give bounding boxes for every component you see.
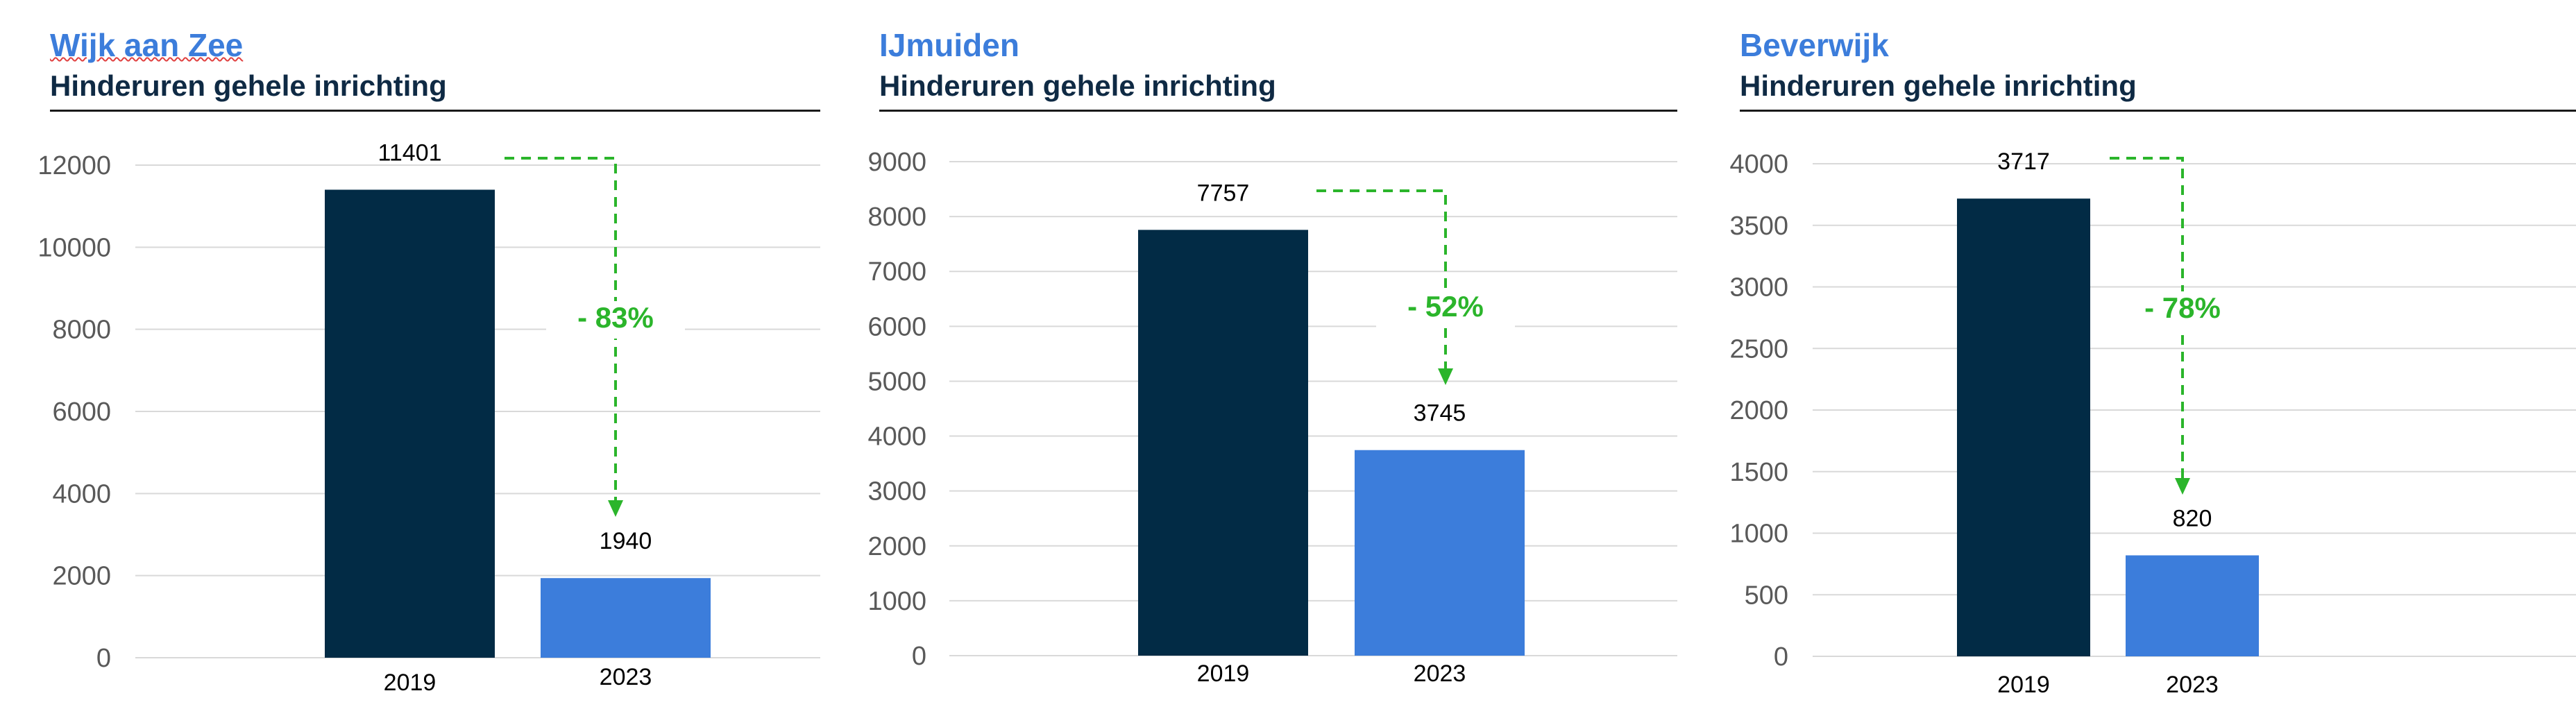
y-tick-label: 4000	[867, 423, 926, 452]
y-tick-label: 2000	[867, 532, 926, 561]
change-label: - 52%	[1407, 290, 1484, 323]
y-tick-label: 8000	[52, 316, 111, 345]
data-label: 3745	[1414, 400, 1466, 427]
change-label: - 83%	[577, 301, 654, 334]
y-tick-label: 6000	[867, 312, 926, 341]
chart-title: Wijk aan Zee	[50, 26, 243, 64]
change-arrow	[505, 157, 617, 502]
x-tick-label: 2023	[1414, 660, 1466, 687]
chart-title: IJmuiden	[879, 27, 1019, 63]
y-tick-label: 1000	[867, 587, 926, 616]
y-tick-label: 3000	[1729, 273, 1788, 302]
y-tick-label: 5000	[867, 367, 926, 396]
bar-2023	[541, 578, 711, 658]
y-tick-label: 10000	[37, 233, 111, 262]
y-tick-label: 0	[912, 642, 926, 671]
y-tick-label: 0	[1774, 642, 1788, 672]
y-tick-label: 2000	[52, 562, 111, 591]
x-tick-label: 2023	[2166, 672, 2219, 698]
chart-subtitle: Hinderuren gehele inrichting	[1740, 69, 2137, 102]
bar-2023	[1355, 450, 1525, 656]
bar-2019	[325, 189, 495, 658]
chart-title: Beverwijk	[1740, 27, 1889, 63]
y-tick-label: 4000	[1729, 150, 1788, 179]
y-tick-label: 500	[1745, 581, 1788, 610]
y-tick-label: 2500	[1729, 334, 1788, 364]
arrowhead-icon	[2175, 478, 2190, 495]
change-label: - 78%	[2144, 291, 2221, 324]
y-tick-label: 0	[96, 644, 111, 673]
y-tick-label: 9000	[867, 148, 926, 177]
y-tick-label: 8000	[867, 203, 926, 232]
y-tick-label: 7000	[867, 257, 926, 287]
change-arrow	[1316, 189, 1447, 370]
x-tick-label: 2023	[600, 664, 652, 690]
data-label: 7757	[1197, 180, 1250, 206]
change-label-bg	[546, 301, 685, 339]
title-underline	[1740, 110, 2576, 112]
x-tick-label: 2019	[1997, 672, 2050, 698]
y-tick-label: 4000	[52, 479, 111, 509]
change-label-bg	[1376, 290, 1515, 327]
y-tick-label: 1500	[1729, 458, 1788, 487]
arrowhead-icon	[608, 500, 623, 517]
bar-2023	[2126, 555, 2259, 656]
bar-2019	[1138, 230, 1308, 656]
chart-subtitle: Hinderuren gehele inrichting	[50, 69, 447, 102]
data-label: 3717	[1997, 148, 2050, 175]
y-tick-label: 6000	[52, 398, 111, 427]
arrowhead-icon	[1438, 368, 1453, 385]
x-tick-label: 2019	[384, 670, 437, 696]
title-underline	[50, 110, 820, 112]
chart-title-text: Wijk aan Zee	[50, 27, 244, 63]
data-label: 1940	[600, 528, 652, 554]
y-tick-label: 3500	[1729, 212, 1788, 241]
bar-2019	[1957, 198, 2090, 656]
chart-subtitle: Hinderuren gehele inrichting	[879, 69, 1276, 102]
data-label: 820	[2173, 505, 2212, 531]
y-tick-label: 12000	[37, 151, 111, 180]
y-tick-label: 3000	[867, 477, 926, 506]
y-tick-label: 2000	[1729, 396, 1788, 425]
change-label-bg	[2113, 291, 2252, 329]
y-tick-label: 1000	[1729, 520, 1788, 549]
data-label: 11401	[378, 139, 441, 166]
x-tick-label: 2019	[1197, 660, 1250, 687]
title-underline	[879, 110, 1677, 112]
change-arrow	[2110, 157, 2184, 479]
